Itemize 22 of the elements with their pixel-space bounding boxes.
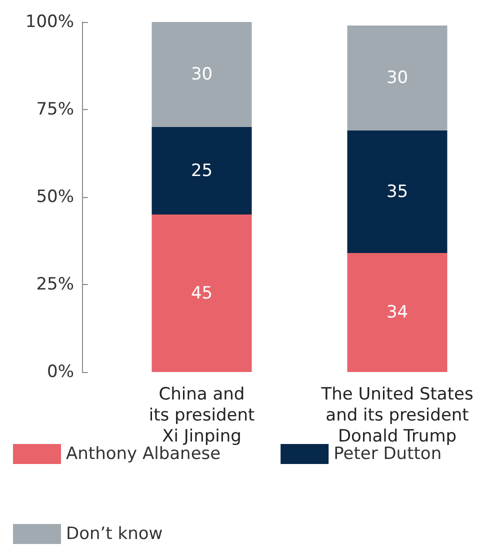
legend-label: Peter Dutton	[334, 444, 442, 464]
legend-label: Don’t know	[66, 524, 163, 544]
data-label: 25	[190, 160, 213, 181]
bar	[347, 26, 448, 130]
y-tick-label: 25%	[36, 274, 74, 294]
bar	[152, 22, 252, 127]
y-tick-label: 100%	[25, 12, 74, 32]
y-tick-label: 0%	[47, 362, 74, 382]
data-label: 35	[386, 182, 408, 202]
legend-label: Anthony Albanese	[66, 444, 221, 464]
data-label: 30	[386, 68, 408, 88]
bar	[152, 214, 252, 372]
bar	[347, 130, 448, 253]
y-tick-label: 75%	[36, 100, 74, 120]
data-label: 45	[190, 283, 213, 304]
x-tick-label: China and its president Xi Jinping	[148, 384, 255, 446]
y-tick-label: 50%	[36, 187, 74, 207]
bar	[347, 253, 448, 372]
x-tick-label: The United States and its president Donald Trump	[320, 384, 474, 446]
data-label: 34	[386, 302, 408, 322]
bar	[152, 127, 252, 214]
data-label: 30	[190, 64, 213, 84]
